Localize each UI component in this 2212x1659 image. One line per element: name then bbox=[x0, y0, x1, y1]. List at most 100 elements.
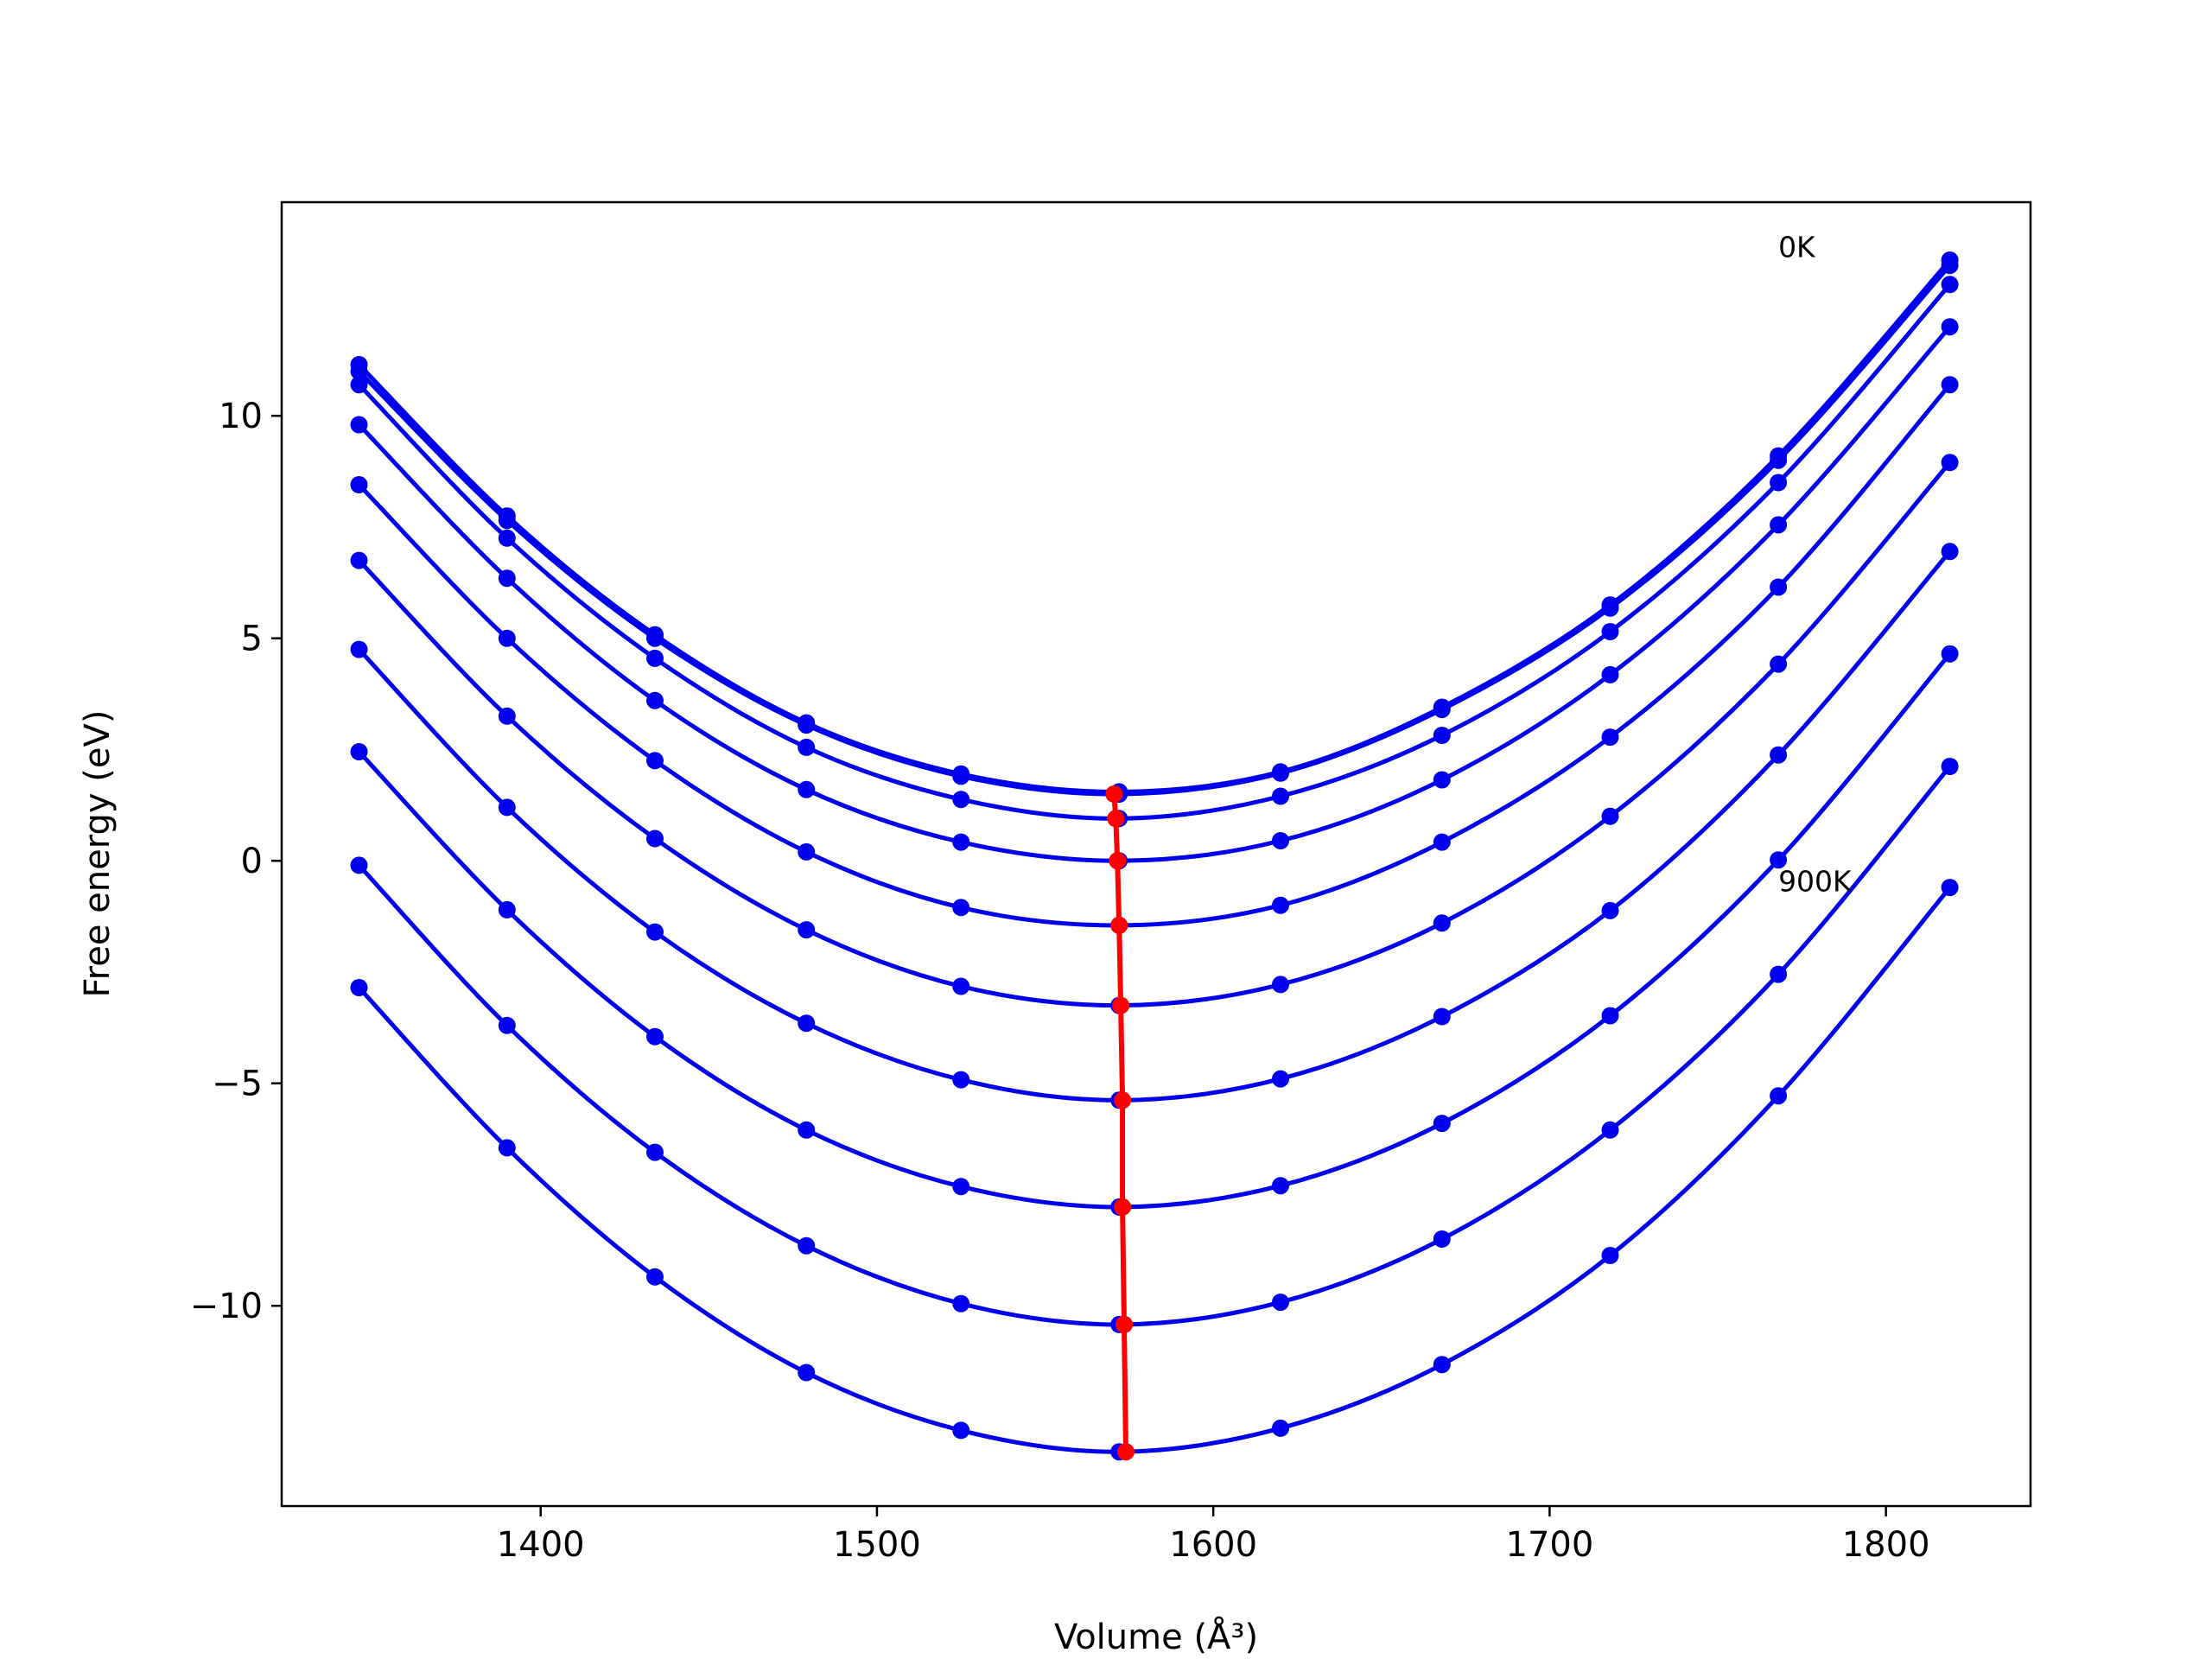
series-2-point-8 bbox=[1601, 623, 1619, 640]
series-7-point-1 bbox=[498, 900, 516, 918]
series-5-point-1 bbox=[498, 707, 516, 725]
series-9-point-3 bbox=[798, 1363, 816, 1382]
minimum-point-1 bbox=[1107, 810, 1125, 828]
series-5-point-9 bbox=[1770, 655, 1788, 673]
series-line-6 bbox=[357, 550, 1952, 1103]
x-tick-label-0: 1400 bbox=[497, 1525, 585, 1565]
series-9-point-9 bbox=[1770, 1087, 1788, 1105]
series-7-point-2 bbox=[646, 1027, 664, 1046]
series-1-point-9 bbox=[1770, 451, 1788, 469]
series-line-1 bbox=[357, 264, 1952, 797]
series-line-2 bbox=[357, 283, 1952, 821]
series-9-point-2 bbox=[646, 1268, 664, 1286]
series-3-point-6 bbox=[1272, 832, 1289, 849]
y-axis-label: Free energy (eV) bbox=[78, 710, 118, 998]
plot-frame bbox=[280, 200, 2032, 1508]
series-1-point-3 bbox=[798, 716, 816, 734]
series-7-point-10 bbox=[1941, 645, 1959, 663]
series-7-point-0 bbox=[350, 743, 368, 760]
series-7-point-8 bbox=[1601, 1007, 1619, 1025]
series-6-point-4 bbox=[952, 1071, 970, 1089]
y-tick-label-0: −10 bbox=[190, 1287, 263, 1326]
series-1-point-10 bbox=[1941, 257, 1959, 275]
series-3-point-4 bbox=[952, 833, 970, 851]
series-3-point-10 bbox=[1941, 318, 1959, 336]
series-2-point-1 bbox=[498, 529, 516, 547]
series-2-point-10 bbox=[1941, 276, 1959, 294]
series-6-point-8 bbox=[1601, 901, 1619, 919]
series-2-point-0 bbox=[350, 376, 368, 394]
series-6-point-3 bbox=[798, 1014, 816, 1033]
series-3-point-9 bbox=[1770, 516, 1788, 534]
series-8-point-3 bbox=[798, 1236, 816, 1255]
series-4-point-9 bbox=[1770, 578, 1788, 596]
series-4-point-7 bbox=[1433, 833, 1451, 851]
series-8-point-2 bbox=[646, 1143, 664, 1161]
series-1-point-4 bbox=[952, 767, 970, 785]
series-3-point-8 bbox=[1601, 665, 1619, 683]
series-1-point-0 bbox=[350, 362, 368, 380]
series-8-point-10 bbox=[1941, 758, 1959, 775]
series-line-8 bbox=[357, 765, 1952, 1327]
series-9-point-10 bbox=[1941, 879, 1959, 897]
series-2-point-3 bbox=[798, 738, 816, 756]
series-2-point-2 bbox=[646, 649, 664, 667]
series-9-point-0 bbox=[350, 979, 368, 996]
series-4-point-3 bbox=[798, 842, 816, 861]
series-6-point-6 bbox=[1272, 1070, 1289, 1088]
series-8-point-7 bbox=[1433, 1230, 1451, 1248]
x-tick-label-1: 1500 bbox=[833, 1525, 921, 1565]
series-7-point-6 bbox=[1272, 1177, 1289, 1195]
series-2-point-9 bbox=[1770, 474, 1788, 492]
x-tick-label-2: 1600 bbox=[1169, 1525, 1257, 1565]
minimum-point-6 bbox=[1114, 1198, 1132, 1216]
series-6-point-7 bbox=[1433, 1007, 1451, 1026]
series-3-point-0 bbox=[350, 416, 368, 434]
series-line-5 bbox=[357, 461, 1952, 1008]
series-9-point-7 bbox=[1433, 1356, 1451, 1374]
series-4-point-4 bbox=[952, 899, 970, 917]
series-line-4 bbox=[357, 383, 1952, 928]
series-1-point-6 bbox=[1272, 764, 1289, 782]
series-8-point-9 bbox=[1770, 965, 1788, 983]
series-5-point-7 bbox=[1433, 914, 1451, 932]
series-4-point-0 bbox=[350, 476, 368, 493]
minimum-point-5 bbox=[1114, 1091, 1132, 1109]
series-6-point-2 bbox=[646, 923, 664, 941]
series-9-point-1 bbox=[498, 1139, 516, 1157]
series-5-point-0 bbox=[350, 551, 368, 569]
series-line-9 bbox=[357, 886, 1952, 1454]
y-tick-label-4: 10 bbox=[219, 397, 263, 436]
minimum-point-2 bbox=[1109, 852, 1127, 870]
series-9-point-4 bbox=[952, 1421, 970, 1440]
series-2-point-6 bbox=[1272, 787, 1289, 805]
series-8-point-1 bbox=[498, 1016, 516, 1034]
annotation-1: 900K bbox=[1778, 864, 1853, 898]
y-tick-label-3: 5 bbox=[241, 620, 263, 659]
series-6-point-0 bbox=[350, 640, 368, 658]
minimum-point-4 bbox=[1112, 996, 1130, 1014]
series-7-point-7 bbox=[1433, 1115, 1451, 1133]
series-4-point-6 bbox=[1272, 896, 1289, 914]
minimum-point-3 bbox=[1110, 916, 1128, 934]
series-7-point-9 bbox=[1770, 851, 1788, 869]
series-7-point-4 bbox=[952, 1178, 970, 1196]
minima-line-group bbox=[1105, 785, 1135, 1461]
x-tick-label-4: 1800 bbox=[1842, 1525, 1930, 1565]
series-8-point-0 bbox=[350, 856, 368, 874]
series-9-point-6 bbox=[1272, 1419, 1289, 1437]
series-6-point-1 bbox=[498, 798, 516, 817]
series-4-point-10 bbox=[1941, 376, 1959, 394]
series-1-point-8 bbox=[1601, 599, 1619, 617]
series-3-point-7 bbox=[1433, 771, 1451, 789]
x-tick-label-3: 1700 bbox=[1506, 1525, 1594, 1565]
series-3-point-3 bbox=[798, 780, 816, 798]
series-5-point-3 bbox=[798, 921, 816, 939]
annotations: 0K 900K bbox=[1778, 231, 1853, 899]
series-5-point-4 bbox=[952, 977, 970, 995]
series-8-point-4 bbox=[952, 1294, 970, 1313]
x-axis-ticks: 1400 1500 1600 1700 1800 bbox=[497, 1506, 1930, 1565]
energy-curves bbox=[350, 251, 1959, 1461]
